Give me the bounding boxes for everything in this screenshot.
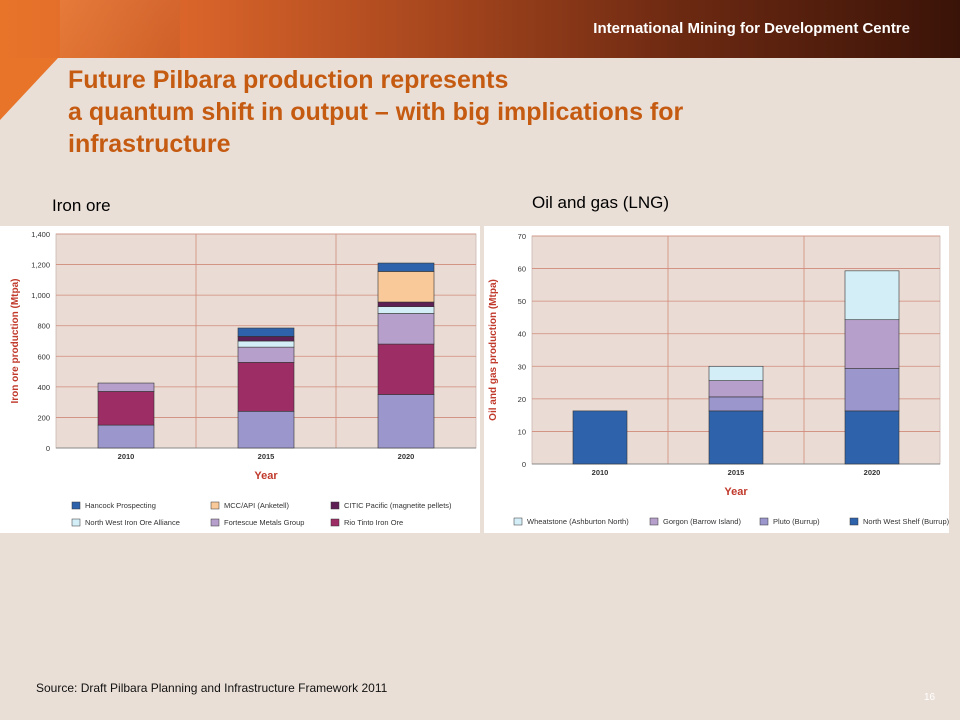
lng-bar-north-west-shelf-burrup-2020 xyxy=(844,410,900,465)
iron-bar-fortescue-metals-group-2010 xyxy=(97,382,155,392)
iron-y-tick-label: 600 xyxy=(37,352,50,361)
title-line-3: infrastructure xyxy=(68,130,231,158)
iron-y-tick-label: 1,400 xyxy=(31,230,50,239)
slide-title: Future Pilbara production represents a q… xyxy=(68,64,908,160)
iron-bar-citic-pacific-magnetite-pellets-2020 xyxy=(377,301,435,307)
lng-bar-gorgon-barrow-island-2015 xyxy=(708,380,764,398)
iron-bar-fortescue-metals-group-2015 xyxy=(237,346,295,363)
lng-y-tick-label: 50 xyxy=(518,297,526,306)
lng-bar-pluto-burrup-2020 xyxy=(844,368,900,412)
iron-legend-swatch-rio-tinto-iron-ore xyxy=(330,518,340,527)
iron-legend-label-rio-tinto-iron-ore: Rio Tinto Iron Ore xyxy=(344,518,403,527)
lng-y-tick-label: 20 xyxy=(518,395,526,404)
lng-bar-gorgon-barrow-island-2020 xyxy=(844,319,900,369)
lng-legend-swatch-wheatstone-ashburton-north xyxy=(513,517,523,526)
iron-y-axis-label: Iron ore production (Mtpa) xyxy=(10,279,21,404)
iron-legend-label-north-west-iron-ore-alliance: North West Iron Ore Alliance xyxy=(85,518,180,527)
iron-legend-label-fortescue-metals-group: Fortescue Metals Group xyxy=(224,518,304,527)
iron-x-tick-label: 2015 xyxy=(258,452,275,461)
lng-legend-swatch-pluto-burrup xyxy=(759,517,769,526)
iron-y-tick-label: 0 xyxy=(46,444,50,453)
iron-y-tick-label: 200 xyxy=(37,413,50,422)
lng-bar-pluto-burrup-2015 xyxy=(708,396,764,412)
lng-x-tick-label: 2020 xyxy=(864,468,881,477)
lng-bar-north-west-shelf-burrup-2010 xyxy=(572,410,628,465)
brand-name: International Mining for Development Cen… xyxy=(593,20,910,37)
iron-bar-north-west-iron-ore-alliance-2020 xyxy=(377,306,435,314)
title-line-2: a quantum shift in output – with big imp… xyxy=(68,98,684,126)
iron-y-tick-label: 800 xyxy=(37,322,50,331)
iron-bar-fortescue-metals-group-2015 xyxy=(237,411,295,449)
iron-bar-hancock-prospecting-2020 xyxy=(377,262,435,272)
header-decoration xyxy=(60,0,180,58)
lng-x-tick-label: 2015 xyxy=(728,468,745,477)
lng-legend-swatch-north-west-shelf-burrup xyxy=(849,517,859,526)
lng-bar-north-west-shelf-burrup-2015 xyxy=(708,410,764,465)
iron-bar-rio-tinto-iron-ore-2015 xyxy=(237,362,295,412)
iron-ore-subtitle: Iron ore xyxy=(52,196,111,215)
lng-legend-label-wheatstone-ashburton-north: Wheatstone (Ashburton North) xyxy=(527,517,629,526)
lng-legend-label-pluto-burrup: Pluto (Burrup) xyxy=(773,517,820,526)
iron-legend-swatch-fortescue-metals-group xyxy=(210,518,220,527)
iron-bar-fortescue-metals-group-2020 xyxy=(377,394,435,449)
iron-bar-north-west-iron-ore-alliance-2015 xyxy=(237,340,295,348)
lng-y-tick-label: 10 xyxy=(518,427,526,436)
lng-x-axis-label: Year xyxy=(724,486,748,498)
iron-bar-rio-tinto-iron-ore-2020 xyxy=(377,343,435,395)
iron-bar-fortescue-metals-group-2020 xyxy=(377,313,435,345)
iron-legend-label-hancock-prospecting: Hancock Prospecting xyxy=(85,501,156,510)
title-line-1: Future Pilbara production represents xyxy=(68,66,509,94)
iron-legend-label-citic-pacific-magnetite-pellets: CITIC Pacific (magnetite pellets) xyxy=(344,501,452,510)
iron-x-tick-label: 2010 xyxy=(118,452,135,461)
lng-bar-wheatstone-ashburton-north-2015 xyxy=(708,365,764,381)
iron-x-axis-label: Year xyxy=(254,470,278,482)
iron-ore-chart-panel: 0 200 400 600 800 1,000 1,200 1,400 2010 2015 2020… xyxy=(0,226,480,533)
iron-bar-rio-tinto-iron-ore-2010 xyxy=(97,391,155,426)
iron-bar-mcc-api-anketell-2020 xyxy=(377,271,435,303)
iron-y-tick-label: 1,200 xyxy=(31,261,50,270)
lng-legend-swatch-gorgon-barrow-island xyxy=(649,517,659,526)
lng-y-tick-label: 70 xyxy=(518,232,526,241)
lng-y-tick-label: 30 xyxy=(518,362,526,371)
lng-y-axis-label: Oil and gas production (Mtpa) xyxy=(488,279,499,421)
iron-legend-swatch-hancock-prospecting xyxy=(71,501,81,510)
lng-y-tick-label: 60 xyxy=(518,265,526,274)
lng-chart-panel: 0 10 20 30 40 50 60 70 2010 2015 2020 Year Oil and g… xyxy=(484,226,950,533)
lng-subtitle: Oil and gas (LNG) xyxy=(532,193,669,212)
lng-y-tick-label: 0 xyxy=(522,460,526,469)
lng-bar-wheatstone-ashburton-north-2020 xyxy=(844,270,900,321)
iron-bar-citic-pacific-magnetite-pellets-2015 xyxy=(237,336,295,342)
iron-legend-swatch-mcc-api-anketell xyxy=(210,501,220,510)
page-number: 16 xyxy=(924,692,936,703)
iron-legend-swatch-north-west-iron-ore-alliance xyxy=(71,518,81,527)
lng-legend-label-north-west-shelf-burrup: North West Shelf (Burrup) xyxy=(863,517,949,526)
iron-bar-hancock-prospecting-2015 xyxy=(237,327,295,337)
iron-legend-label-mcc-api-anketell: MCC/API (Anketell) xyxy=(224,501,290,510)
iron-x-tick-label: 2020 xyxy=(398,452,415,461)
lng-legend-label-gorgon-barrow-island: Gorgon (Barrow Island) xyxy=(663,517,741,526)
corner-decoration xyxy=(0,58,58,120)
iron-ore-chart: 0 200 400 600 800 1,000 1,200 1,400 2010 2015 2020… xyxy=(10,230,477,527)
iron-y-tick-label: 1,000 xyxy=(31,291,50,300)
lng-chart: 0 10 20 30 40 50 60 70 2010 2015 2020 Year Oil and g… xyxy=(488,232,950,526)
header-bar: International Mining for Development Cen… xyxy=(0,0,960,58)
iron-bar-fortescue-metals-group-2010 xyxy=(97,424,155,449)
iron-legend-swatch-citic-pacific-magnetite-pellets xyxy=(330,501,340,510)
iron-y-tick-label: 400 xyxy=(37,383,50,392)
source-note: Source: Draft Pilbara Planning and Infra… xyxy=(36,681,388,695)
lng-x-tick-label: 2010 xyxy=(592,468,609,477)
lng-y-tick-label: 40 xyxy=(518,330,526,339)
